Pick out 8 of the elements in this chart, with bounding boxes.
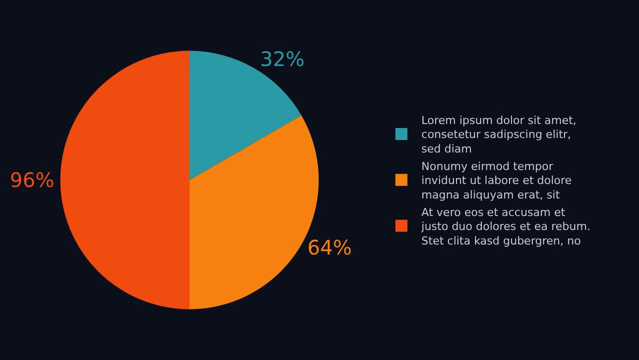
pie-slice bbox=[60, 50, 190, 310]
data-label: 64% bbox=[307, 236, 352, 260]
legend-label: Lorem ipsum dolor sit amet, consetetur sadipscing elitr, sed diam bbox=[421, 114, 576, 156]
data-label: 32% bbox=[260, 47, 305, 72]
legend-label: Nonumy eirmod tempor invidunt ut labore et dolore magna aliquyam erat, sit bbox=[421, 160, 572, 202]
data-label: 96% bbox=[10, 168, 54, 192]
pie-slice bbox=[190, 50, 302, 180]
legend-label: At vero eos et accusam et justo duo dolores et ea rebum. Stet clita kasd gubergren, no bbox=[420, 206, 590, 248]
